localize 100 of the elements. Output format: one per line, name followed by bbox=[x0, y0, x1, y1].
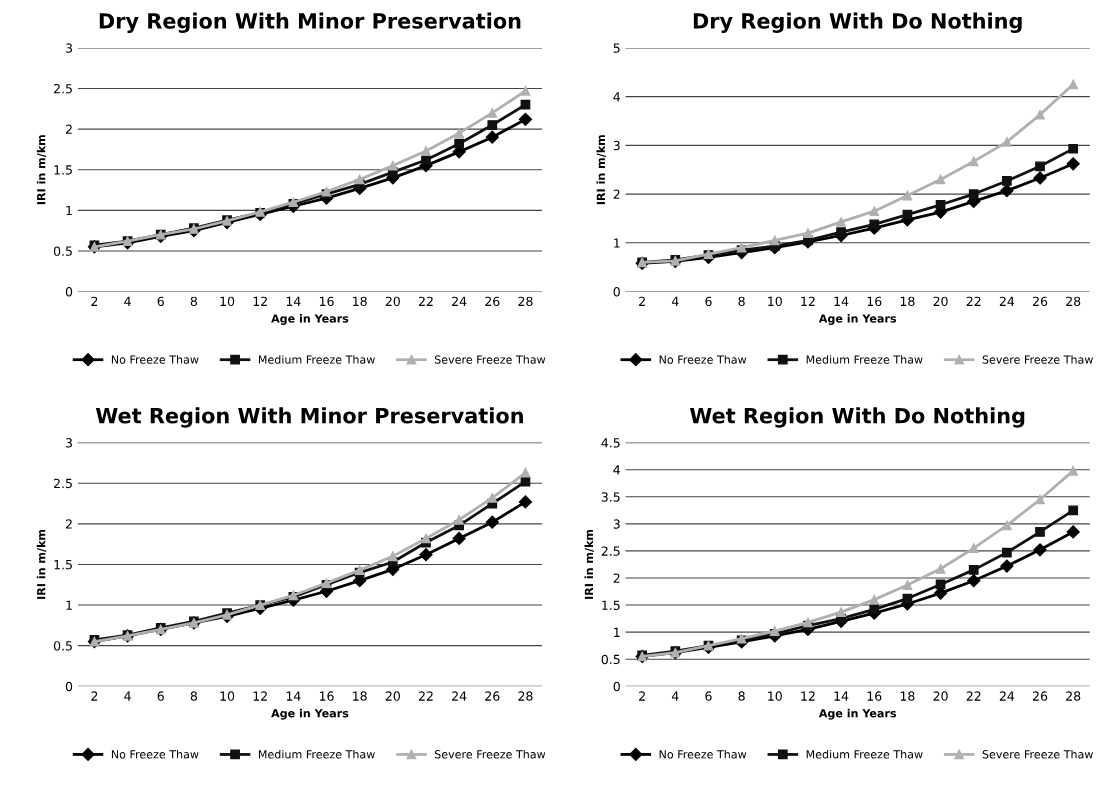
x-tick-label: 14 bbox=[286, 691, 301, 701]
y-tick-label: 2.5 bbox=[54, 83, 72, 94]
x-tick-label: 26 bbox=[485, 296, 500, 307]
x-tick-label: 2 bbox=[91, 691, 98, 701]
x-tick-label: 14 bbox=[834, 296, 849, 306]
x-tick-label: 20 bbox=[385, 296, 400, 307]
y-tick-label: 5 bbox=[613, 43, 620, 53]
x-tick-label: 2 bbox=[639, 296, 645, 306]
y-tick-label: 2 bbox=[613, 189, 620, 199]
x-axis-title: Age in Years bbox=[271, 708, 349, 720]
y-tick-label: 1.5 bbox=[54, 560, 72, 570]
x-tick-label: 24 bbox=[452, 296, 467, 306]
x-tick-label: 26 bbox=[1032, 691, 1048, 701]
y-tick-label: 1 bbox=[66, 205, 72, 216]
x-tick-label: 20 bbox=[385, 691, 400, 701]
x-tick-label: 10 bbox=[768, 296, 782, 307]
y-tick-label: 4.5 bbox=[601, 438, 620, 448]
y-tick-label: 1.5 bbox=[54, 165, 72, 175]
y-tick-label: 2 bbox=[65, 519, 72, 529]
y-tick-label: 2 bbox=[65, 124, 72, 134]
x-tick-label: 10 bbox=[220, 691, 235, 701]
y-axis-title: IRI in m/km bbox=[36, 529, 47, 599]
x-tick-label: 28 bbox=[518, 296, 533, 307]
y-tick-label: 3.5 bbox=[601, 492, 620, 502]
y-tick-label: 3 bbox=[613, 519, 620, 529]
x-tick-label: 6 bbox=[705, 296, 712, 307]
y-tick-label: 2.5 bbox=[54, 478, 72, 489]
y-tick-label: 1.5 bbox=[602, 600, 620, 610]
x-tick-label: 8 bbox=[190, 296, 198, 307]
legend-label: Medium Freeze Thaw bbox=[806, 749, 923, 759]
y-axis-title: IRI in m/km bbox=[596, 135, 606, 205]
y-tick-label: 4 bbox=[613, 92, 621, 102]
legend-label: Medium Freeze Thaw bbox=[806, 355, 923, 364]
chart-title: Dry Region With Minor Preservation bbox=[99, 12, 521, 33]
y-tick-label: 4 bbox=[613, 465, 621, 475]
y-tick-label: 2 bbox=[613, 573, 620, 583]
x-tick-label: 10 bbox=[220, 296, 235, 307]
x-tick-label: 16 bbox=[867, 296, 882, 307]
y-tick-label: 0.5 bbox=[601, 654, 620, 665]
x-tick-label: 4 bbox=[671, 296, 679, 306]
x-tick-label: 24 bbox=[999, 691, 1015, 701]
x-tick-label: 2 bbox=[91, 296, 98, 306]
x-tick-label: 12 bbox=[801, 296, 815, 306]
y-tick-label: 1 bbox=[614, 238, 620, 248]
x-tick-label: 10 bbox=[768, 691, 782, 701]
x-tick-label: 4 bbox=[124, 296, 131, 306]
legend-label: No Freeze Thaw bbox=[111, 749, 199, 759]
y-tick-label: 2.5 bbox=[601, 546, 620, 556]
x-axis-title: Age in Years bbox=[271, 314, 349, 325]
legend-label: Severe Freeze Thaw bbox=[434, 749, 546, 759]
x-tick-label: 22 bbox=[966, 296, 981, 306]
legend-label: No Freeze Thaw bbox=[659, 355, 747, 364]
x-tick-label: 2 bbox=[639, 691, 645, 701]
x-tick-label: 12 bbox=[801, 691, 815, 701]
x-tick-label: 20 bbox=[933, 296, 948, 307]
legend-label: Medium Freeze Thaw bbox=[258, 355, 375, 364]
x-tick-label: 18 bbox=[900, 296, 915, 307]
chart-title: Dry Region With Do Nothing bbox=[693, 12, 1022, 33]
y-tick-label: 0 bbox=[65, 681, 73, 692]
x-tick-label: 6 bbox=[157, 296, 164, 307]
y-tick-label: 0 bbox=[65, 287, 73, 297]
x-tick-label: 6 bbox=[705, 691, 712, 701]
x-tick-label: 8 bbox=[738, 296, 745, 307]
chart-title: Wet Region With Minor Preservation bbox=[95, 407, 523, 428]
y-tick-label: 3 bbox=[65, 43, 72, 53]
x-tick-label: 8 bbox=[738, 691, 745, 701]
x-axis-title: Age in Years bbox=[818, 314, 896, 325]
y-tick-label: 0.5 bbox=[53, 246, 72, 256]
x-tick-label: 22 bbox=[418, 691, 433, 701]
y-axis-title: IRI in m/km bbox=[584, 529, 594, 599]
x-tick-label: 18 bbox=[353, 691, 367, 701]
legend-label: Severe Freeze Thaw bbox=[982, 355, 1093, 364]
x-tick-label: 28 bbox=[518, 691, 533, 701]
x-axis-title: Age in Years bbox=[818, 708, 896, 720]
x-tick-label: 4 bbox=[124, 691, 131, 701]
x-tick-label: 4 bbox=[671, 691, 679, 701]
x-tick-label: 14 bbox=[286, 296, 301, 306]
y-tick-label: 0 bbox=[613, 287, 620, 297]
legend-label: Severe Freeze Thaw bbox=[434, 355, 546, 364]
x-tick-label: 16 bbox=[319, 296, 334, 307]
x-tick-label: 18 bbox=[353, 296, 367, 307]
x-tick-label: 12 bbox=[253, 296, 267, 306]
x-tick-label: 28 bbox=[1066, 296, 1081, 307]
x-tick-label: 12 bbox=[253, 691, 267, 701]
legend-label: No Freeze Thaw bbox=[659, 749, 747, 759]
y-tick-label: 0.5 bbox=[53, 641, 72, 651]
y-tick-label: 1 bbox=[614, 627, 620, 637]
x-tick-label: 14 bbox=[834, 691, 849, 701]
legend-label: Severe Freeze Thaw bbox=[982, 749, 1093, 759]
y-tick-label: 1 bbox=[66, 600, 72, 610]
x-tick-label: 16 bbox=[867, 691, 882, 701]
x-tick-label: 16 bbox=[319, 691, 334, 701]
x-tick-label: 6 bbox=[157, 691, 164, 701]
chart-title: Wet Region With Do Nothing bbox=[689, 407, 1025, 428]
y-axis-title: IRI in m/km bbox=[36, 135, 47, 205]
x-tick-label: 26 bbox=[485, 691, 500, 701]
y-tick-label: 0 bbox=[613, 681, 620, 692]
x-tick-label: 18 bbox=[900, 691, 915, 701]
x-tick-label: 8 bbox=[190, 691, 198, 701]
y-tick-label: 3 bbox=[65, 438, 72, 448]
